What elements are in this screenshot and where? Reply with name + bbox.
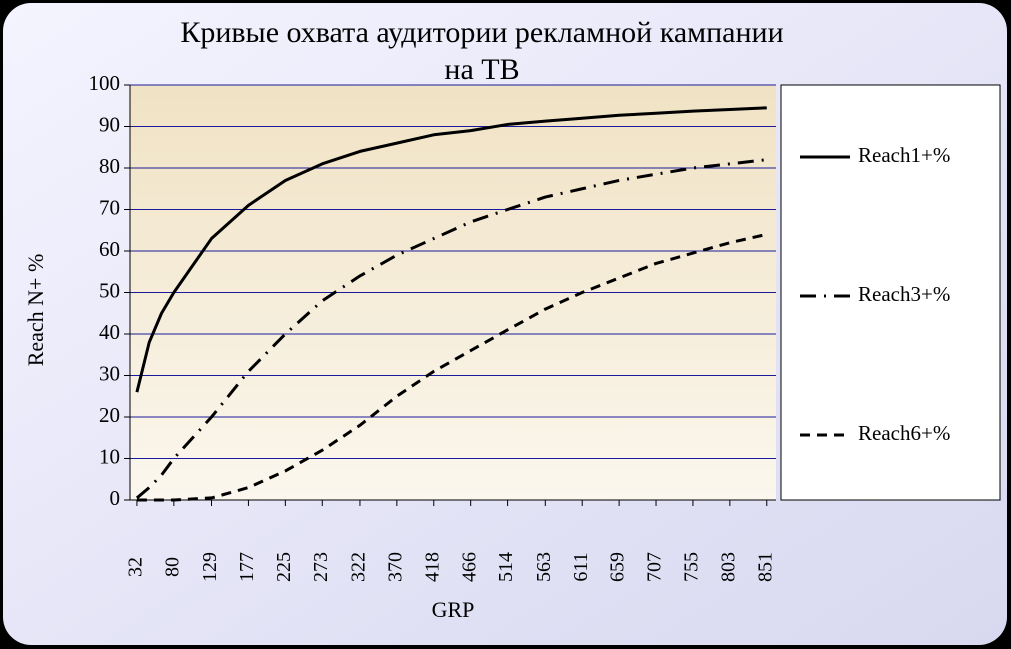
x-tick-label: 611	[570, 552, 592, 581]
y-tick-label: 0	[110, 486, 121, 510]
x-tick-label: 707	[644, 552, 666, 582]
x-tick-label: 322	[348, 552, 370, 582]
x-tick-label: 803	[717, 552, 739, 582]
y-tick-label: 100	[89, 71, 121, 95]
y-tick-label: 90	[99, 112, 120, 136]
legend-box	[780, 84, 1001, 501]
x-tick-label: 563	[533, 552, 555, 582]
x-tick-label: 80	[161, 557, 183, 577]
x-tick-label: 273	[310, 552, 332, 582]
x-tick-label: 851	[754, 552, 776, 582]
x-tick-label: 659	[607, 552, 629, 582]
x-tick-label: 514	[495, 552, 517, 582]
x-tick-label: 755	[681, 552, 703, 582]
x-tick-label: 32	[125, 557, 147, 577]
y-tick-label: 20	[99, 403, 120, 427]
series-line	[135, 158, 767, 500]
legend-label: Reach3+%	[858, 282, 950, 306]
series-line	[136, 232, 768, 502]
y-tick-label: 40	[99, 320, 120, 344]
chart-title: Кривые охвата аудитории рекламной кампан…	[180, 16, 783, 49]
y-tick-label: 80	[99, 154, 120, 178]
x-tick-label: 418	[421, 552, 443, 582]
y-tick-label: 60	[99, 237, 120, 261]
y-axis-label: Reach N+ %	[23, 254, 48, 367]
y-tick-label: 70	[99, 195, 120, 219]
y-tick-label: 10	[99, 444, 120, 468]
y-tick-label: 50	[99, 278, 120, 302]
series-line	[135, 106, 767, 393]
x-tick-label: 177	[236, 552, 258, 582]
y-tick-label: 30	[99, 361, 120, 385]
x-tick-label: 225	[273, 552, 295, 582]
chart-title: на ТВ	[444, 53, 519, 86]
x-tick-label: 370	[384, 552, 406, 582]
x-tick-label: 129	[199, 552, 221, 582]
x-tick-label: 466	[458, 552, 480, 582]
legend-label: Reach6+%	[858, 421, 950, 445]
x-axis-label: GRP	[432, 597, 475, 622]
legend-label: Reach1+%	[858, 143, 950, 167]
